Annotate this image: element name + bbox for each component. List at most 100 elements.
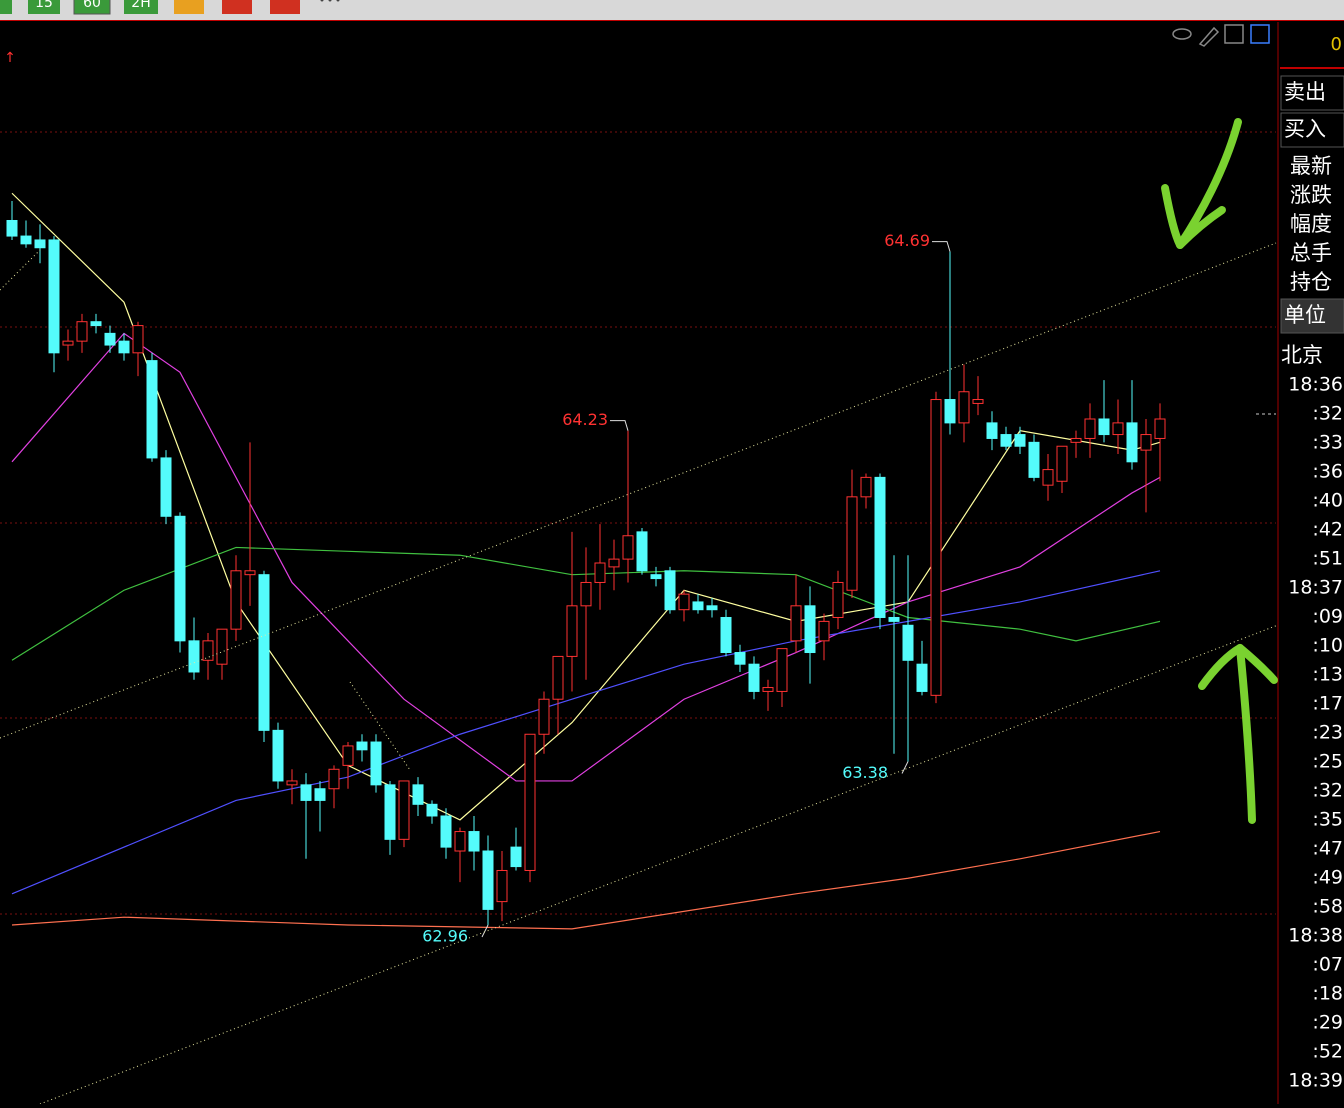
trend-lines xyxy=(0,242,1279,1105)
button[interactable] xyxy=(73,0,111,15)
candle-body xyxy=(692,601,704,611)
label-leader xyxy=(901,761,909,774)
time-label: :42 xyxy=(1312,519,1343,541)
drawn-arrow-head xyxy=(1198,644,1278,690)
moving-average xyxy=(11,192,1161,821)
candle-body xyxy=(258,574,270,731)
time-label: :10 xyxy=(1312,635,1343,657)
candle-body xyxy=(608,558,620,568)
candle-body xyxy=(370,741,382,786)
panel-icon[interactable] xyxy=(1250,24,1270,44)
time-label: :32 xyxy=(1312,780,1343,802)
drawn-arrow xyxy=(1236,644,1256,824)
candle-body xyxy=(538,698,550,735)
panel-cell xyxy=(1280,75,1344,111)
time-label: :51 xyxy=(1312,548,1343,570)
trend-line xyxy=(349,681,411,771)
candle-body xyxy=(426,803,438,817)
label-leader xyxy=(932,241,951,252)
candle-body xyxy=(552,655,564,700)
time-label: :13 xyxy=(1312,664,1343,686)
candle-body xyxy=(888,616,900,622)
candle-body xyxy=(76,321,88,342)
candle-body xyxy=(118,340,130,354)
candle-body xyxy=(202,640,214,661)
arrow-marker: ↑ xyxy=(4,50,16,66)
candle-body xyxy=(664,570,676,611)
candle-body xyxy=(524,733,536,871)
button[interactable] xyxy=(0,0,12,14)
chart-tools xyxy=(1172,24,1270,47)
button[interactable] xyxy=(28,0,60,14)
pen-icon[interactable] xyxy=(1198,26,1220,47)
more-dot xyxy=(320,0,324,2)
button-label: 15 xyxy=(35,0,53,11)
icon-button[interactable] xyxy=(222,0,252,14)
candle-body xyxy=(594,562,606,583)
icon-button[interactable] xyxy=(174,0,204,14)
candle-body xyxy=(1070,437,1082,443)
candle-body xyxy=(342,745,354,766)
label-leader xyxy=(610,420,629,431)
candle-body xyxy=(776,648,788,692)
time-label: :17 xyxy=(1312,693,1343,715)
panel-label: 最新 xyxy=(1290,154,1332,178)
candle-body xyxy=(34,239,46,249)
time-label: 18:39 xyxy=(1288,1070,1343,1092)
time-label: 18:36 xyxy=(1288,374,1343,396)
icon-button[interactable] xyxy=(270,0,300,14)
panel-label: 幅度 xyxy=(1290,212,1332,236)
candle-body xyxy=(384,784,396,840)
candle-body xyxy=(916,663,928,692)
candle-body xyxy=(440,815,452,848)
candle-body xyxy=(48,239,60,354)
candle-body xyxy=(902,624,914,661)
candle-body xyxy=(650,574,662,580)
panel-label: 单位 xyxy=(1284,303,1326,327)
candle-body xyxy=(1126,422,1138,463)
button-label: 2H xyxy=(131,0,150,11)
candle-body xyxy=(188,640,200,673)
candle-body xyxy=(1000,434,1012,447)
button[interactable] xyxy=(124,0,158,14)
candle-body xyxy=(314,788,326,801)
candle-body xyxy=(104,332,116,346)
time-label: :32 xyxy=(1312,403,1343,425)
candle-body xyxy=(622,535,634,560)
candle-body xyxy=(20,235,32,245)
candle-body xyxy=(874,476,886,618)
candle-body xyxy=(356,741,368,751)
moving-average xyxy=(11,332,1161,782)
candle-body xyxy=(454,831,466,852)
annotations xyxy=(1161,118,1278,824)
eye-icon[interactable] xyxy=(1172,28,1192,40)
panel-label: 持仓 xyxy=(1290,270,1332,294)
candle-body xyxy=(678,593,690,611)
candle-body xyxy=(174,515,186,642)
candle-body xyxy=(566,605,578,657)
candle-body xyxy=(412,784,424,805)
label-leader xyxy=(481,924,489,938)
toolbar-buttons: 15 60 2H xyxy=(0,0,340,15)
candle-body xyxy=(972,399,984,404)
candle-body xyxy=(958,391,970,424)
candle-body xyxy=(328,768,340,790)
time-label: 18:38 xyxy=(1288,925,1343,947)
candle-body xyxy=(160,457,172,517)
time-label: :23 xyxy=(1312,722,1343,744)
candle-body xyxy=(272,729,284,782)
candle-body xyxy=(748,663,760,692)
grid-icon[interactable] xyxy=(1224,24,1244,44)
candle-body xyxy=(636,531,648,572)
panel-cell xyxy=(1280,298,1344,334)
time-label: :07 xyxy=(1312,954,1343,976)
panel-label: 总手 xyxy=(1290,241,1332,265)
candle-body xyxy=(398,780,410,840)
trend-line xyxy=(0,249,41,291)
candle-body xyxy=(846,496,858,591)
price-label: 64.23 xyxy=(562,410,608,429)
time-label: :47 xyxy=(1312,838,1343,860)
candle-body xyxy=(1140,434,1152,451)
more-dot xyxy=(328,0,332,2)
